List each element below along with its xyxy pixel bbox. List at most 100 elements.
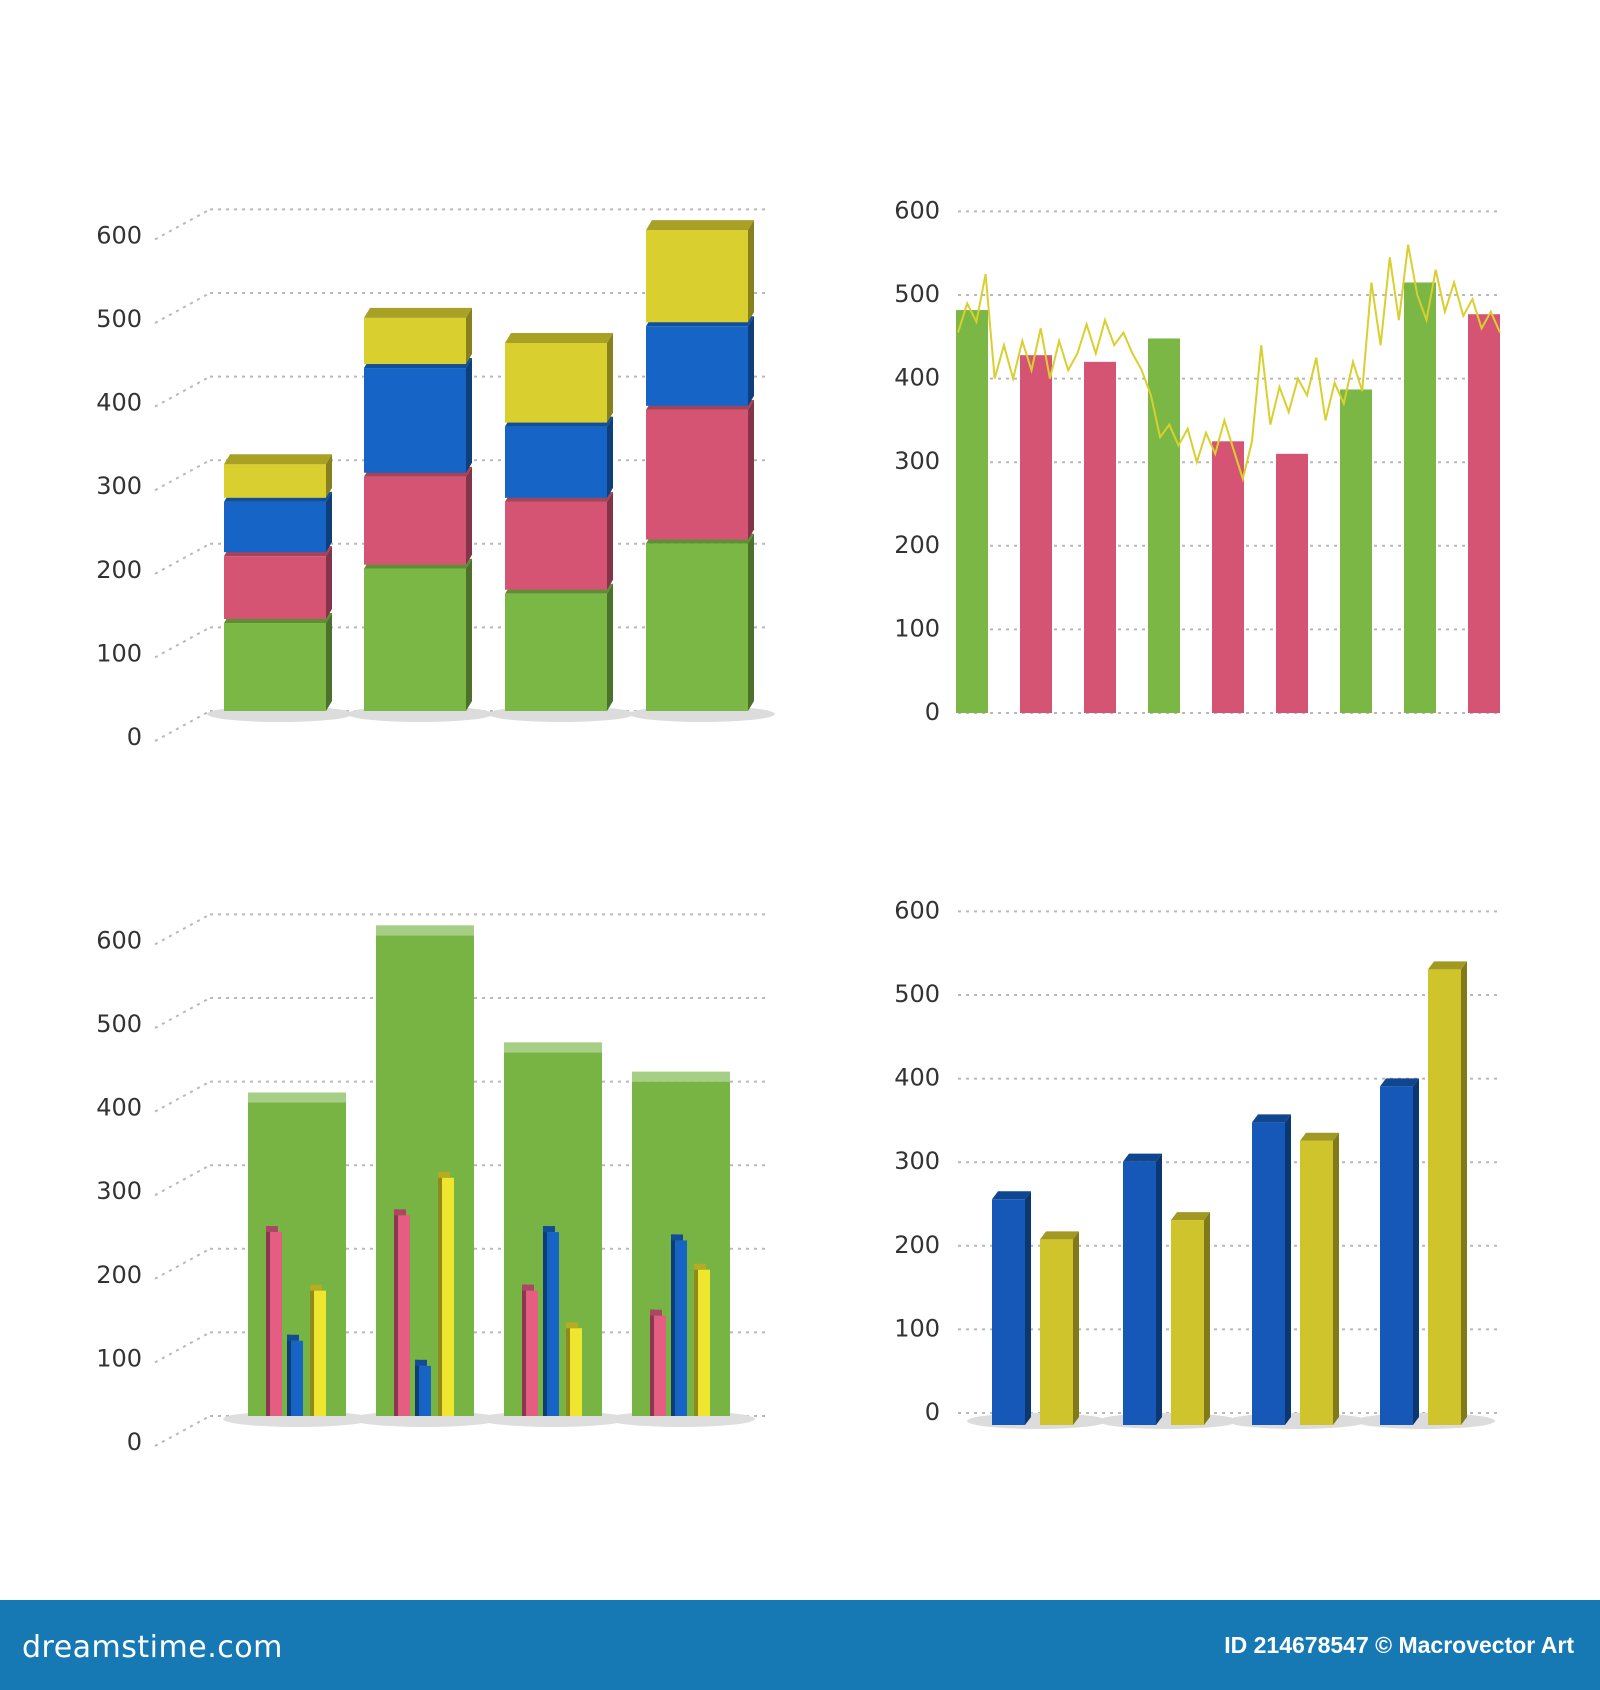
bar-segment (364, 307, 472, 365)
bar-front (1252, 1122, 1285, 1425)
gridline-slant (154, 375, 211, 408)
charts-canvas: 0 100 200 300 400 500 600 0 100 200 300 400 500 600 0 1… (96, 196, 1502, 1456)
inner-bar (291, 1340, 303, 1416)
bar-segment-front (364, 568, 466, 711)
bar (956, 310, 988, 713)
y-tick-label: 300 (894, 1147, 940, 1175)
bar-segment-side (466, 358, 472, 473)
bar (1276, 453, 1308, 713)
bar-segment (646, 399, 754, 540)
footer-credit: ID 214678547 © Macrovector Art (1224, 1632, 1574, 1658)
bar-segment-front (364, 317, 466, 365)
inner-bar-top (650, 1309, 662, 1316)
bar-segment-side (748, 399, 754, 540)
bar-segment-side (326, 454, 332, 498)
bar-side (1025, 1191, 1031, 1425)
bar-segment-front (224, 464, 326, 498)
bar-front (992, 1199, 1025, 1425)
bar-segment-front (505, 501, 607, 590)
inner-bar (698, 1269, 710, 1416)
inner-bar-top (266, 1226, 278, 1233)
y-tick-label: 600 (96, 926, 142, 954)
gridline-slant (154, 542, 211, 575)
bar-segment-side (326, 546, 332, 620)
bar-side (1204, 1212, 1210, 1425)
bar-segment (646, 533, 754, 711)
background-bar (376, 935, 474, 1416)
y-tick-label: 400 (96, 389, 142, 417)
bar-segment-side (748, 533, 754, 711)
bar (1040, 1231, 1079, 1425)
inner-bar (314, 1290, 326, 1416)
y-tick-label: 400 (96, 1094, 142, 1122)
chart-stacked-3d: 0 100 200 300 400 500 600 (96, 208, 775, 751)
y-tick-label: 0 (925, 698, 940, 726)
gridline-slant (154, 208, 211, 241)
inner-bar (442, 1177, 454, 1416)
y-tick-label: 500 (96, 1010, 142, 1038)
bar-side (1413, 1078, 1419, 1425)
bar-segment-front (364, 368, 466, 473)
bar-segment (224, 613, 332, 711)
bar-segment (364, 466, 472, 565)
footer-logo[interactable]: dreamstime.com (22, 1630, 283, 1665)
gridline-slant (154, 997, 211, 1029)
gridline-slant (154, 1164, 211, 1197)
bar-front (1300, 1140, 1333, 1425)
bar-shadow (967, 1413, 1107, 1429)
inner-bar-side (394, 1209, 398, 1416)
footer-bar: dreamstime.com ID 214678547 © Macrovecto… (0, 1600, 1600, 1690)
bar-segment-front (646, 543, 748, 711)
bar-top (1171, 1212, 1210, 1221)
background-bar-top (504, 1042, 602, 1053)
y-tick-label: 400 (894, 1064, 940, 1092)
bar-side (1073, 1231, 1079, 1425)
bar-segment (364, 358, 472, 473)
bar-segment-top (224, 454, 332, 465)
background-bar-top (632, 1071, 730, 1082)
bar-segment-front (505, 426, 607, 498)
bar (1171, 1212, 1210, 1425)
bar-segment-side (748, 316, 754, 406)
bar-segment-front (364, 476, 466, 565)
inner-bar-side (266, 1226, 270, 1416)
chart-bars-with-line: 0 100 200 300 400 500 600 (894, 196, 1502, 726)
inner-bar-side (650, 1309, 654, 1416)
bar-segment-top (646, 220, 754, 231)
inner-bar-top (394, 1209, 406, 1216)
bar-side (1285, 1114, 1291, 1425)
y-tick-label: 100 (894, 614, 940, 642)
y-tick-label: 200 (96, 1261, 142, 1289)
inner-bar (526, 1290, 538, 1416)
bar-segment-front (646, 326, 748, 406)
inner-bar (570, 1328, 582, 1416)
bar-shadow (1098, 1413, 1238, 1429)
inner-bar-side (566, 1322, 570, 1416)
bar-segment (646, 220, 754, 323)
bar-segment-side (607, 332, 613, 423)
bar-segment-front (224, 623, 326, 711)
inner-bar-top (310, 1284, 322, 1291)
bar (1428, 961, 1467, 1425)
gridline-slant (154, 710, 211, 742)
inner-bar-top (415, 1359, 427, 1366)
bar-segment-side (607, 583, 613, 711)
y-tick-label: 100 (96, 639, 142, 667)
inner-bar (547, 1232, 559, 1416)
bar-top (1300, 1132, 1339, 1141)
bar-segment (505, 332, 613, 423)
y-tick-label: 300 (96, 472, 142, 500)
y-tick-label: 0 (127, 1428, 142, 1456)
inner-bar-side (543, 1226, 547, 1416)
bar-segment-front (505, 593, 607, 711)
gridline-slant (154, 459, 211, 492)
bar (1123, 1153, 1162, 1425)
bar-segment-front (646, 409, 748, 540)
bar-segment-side (466, 558, 472, 711)
bar-segment-front (224, 556, 326, 620)
y-tick-label: 100 (96, 1344, 142, 1372)
bar-segment (505, 583, 613, 711)
bar-segment (224, 454, 332, 498)
bar (1300, 1132, 1339, 1425)
inner-bar-side (694, 1263, 698, 1416)
